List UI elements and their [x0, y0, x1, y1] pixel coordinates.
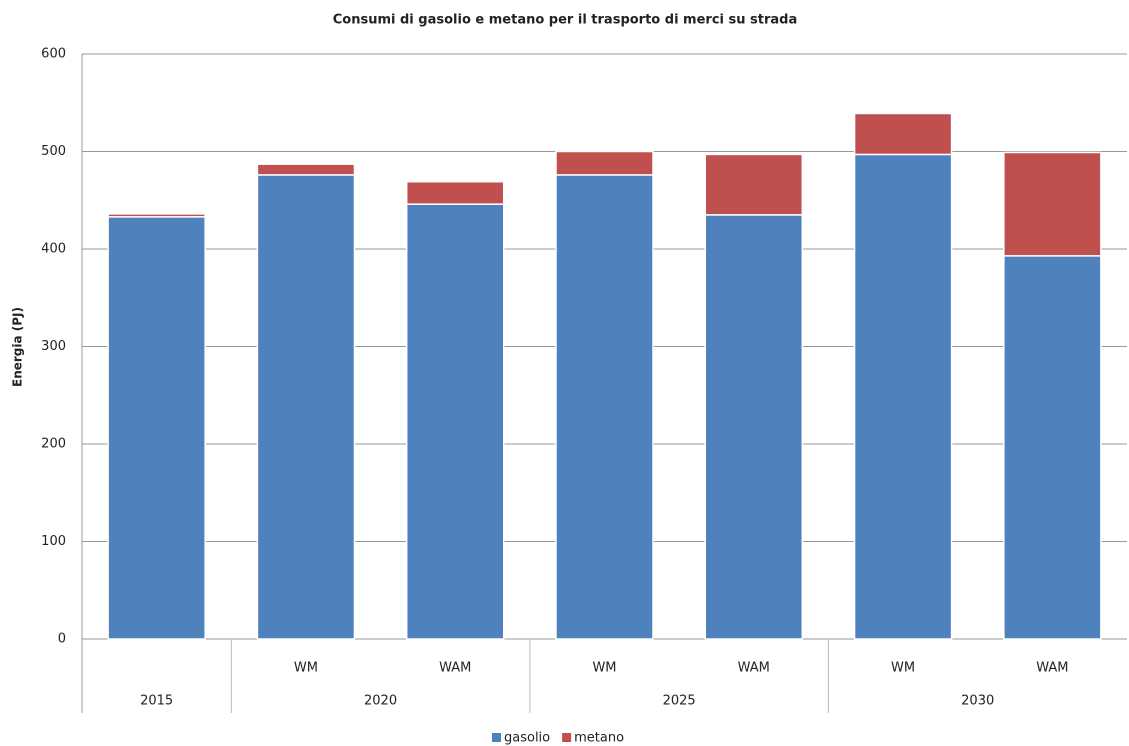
bar-segment — [107, 213, 206, 218]
y-tick-label: 300 — [41, 339, 66, 354]
bar-segment — [1003, 151, 1102, 257]
bar-segment — [1003, 255, 1102, 640]
bar-segment — [256, 163, 356, 176]
bar-segment — [555, 174, 654, 640]
y-tick-label: 200 — [41, 437, 66, 452]
bar-segment — [853, 153, 953, 640]
y-tick-label: 400 — [41, 242, 66, 257]
chart-title: Consumi di gasolio e metano per il trasp… — [333, 13, 798, 28]
legend-label: metano — [574, 731, 624, 746]
y-tick-label: 100 — [41, 534, 66, 549]
group-label: 2025 — [663, 694, 696, 709]
bar-segment — [405, 203, 505, 640]
bar-segment — [256, 174, 356, 640]
group-label: 2020 — [364, 694, 397, 709]
x-tick-label: WAM — [738, 661, 770, 676]
x-tick-label: WAM — [1036, 661, 1068, 676]
group-label: 2030 — [961, 694, 994, 709]
legend-swatch — [492, 733, 501, 742]
bar-segment — [405, 180, 505, 205]
legend-label: gasolio — [504, 731, 550, 746]
y-tick-label: 0 — [58, 632, 66, 647]
y-tick-label: 600 — [41, 47, 66, 62]
group-label: 2015 — [140, 694, 173, 709]
y-axis-label: Energia (PJ) — [11, 307, 25, 387]
x-tick-label: WM — [592, 661, 616, 676]
bar-segment — [704, 214, 804, 640]
bar-segment — [704, 153, 804, 216]
x-tick-label: WM — [294, 661, 318, 676]
legend-swatch — [562, 733, 572, 742]
bar-segment — [555, 150, 654, 176]
bar-segment — [853, 112, 953, 156]
x-tick-label: WAM — [439, 661, 471, 676]
y-tick-label: 500 — [41, 144, 66, 159]
x-tick-label: WM — [891, 661, 915, 676]
bar-segment — [107, 216, 206, 640]
